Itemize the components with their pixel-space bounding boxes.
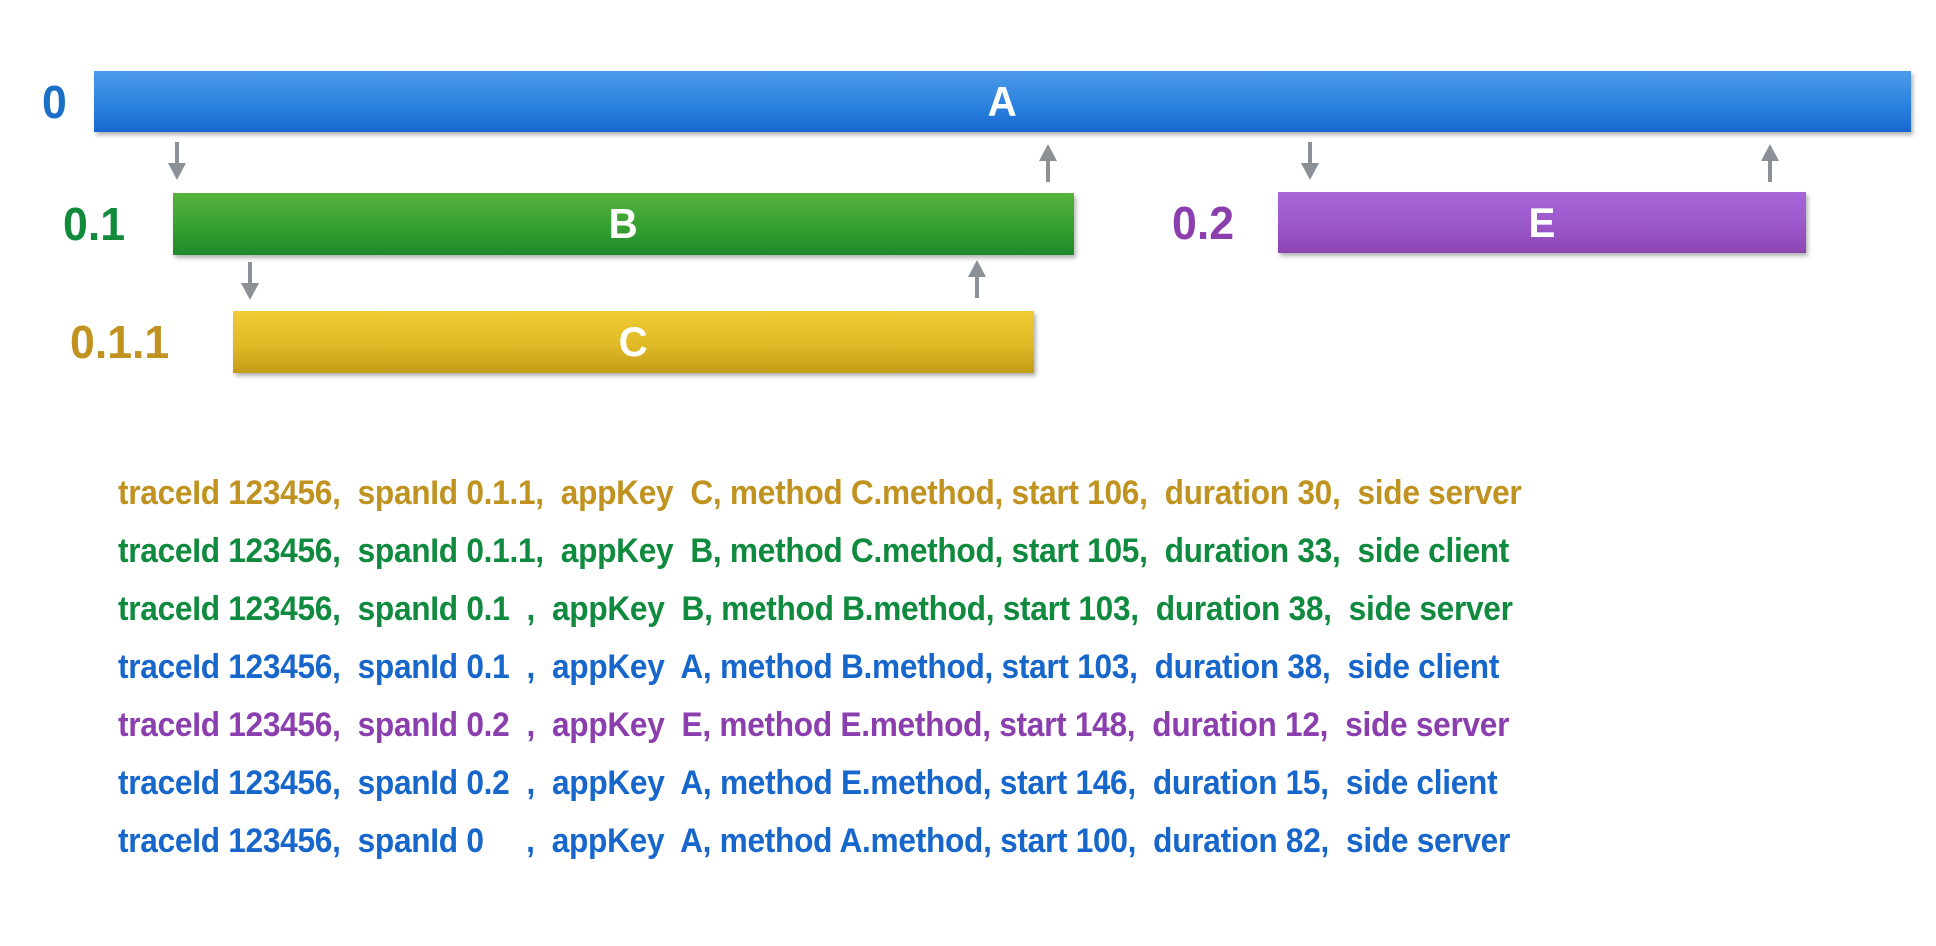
- row-label-0-1: 0.1: [63, 198, 126, 250]
- arrow-up-icon: [1037, 144, 1059, 182]
- field-trace-id: traceId 123456,: [118, 705, 358, 744]
- field-side: side server: [1357, 473, 1522, 512]
- trace-record-text: traceId 123456, spanId 0.2 , appKey A, m…: [118, 763, 1498, 803]
- field-method: method C.method,: [729, 473, 1012, 512]
- field-app-key: appKey C,: [560, 473, 730, 512]
- field-side: side client: [1345, 763, 1498, 802]
- field-span-id: spanId 0.1.1,: [357, 531, 561, 570]
- row-label-0: 0: [42, 75, 67, 128]
- field-side: side server: [1348, 589, 1513, 628]
- field-method: method C.method,: [729, 531, 1012, 570]
- trace-record-text: traceId 123456, spanId 0.1.1, appKey B, …: [118, 532, 1509, 571]
- field-app-key: appKey A,: [551, 763, 720, 802]
- trace-record-text: traceId 123456, spanId 0 , appKey A, met…: [118, 822, 1510, 861]
- field-duration: duration 33,: [1164, 531, 1358, 570]
- field-start: start 106,: [1011, 473, 1165, 512]
- field-span-id: spanId 0.1 ,: [357, 647, 552, 686]
- arrow-down-icon: [1299, 142, 1321, 180]
- field-app-key: appKey B,: [560, 531, 730, 570]
- trace-record-text: traceId 123456, spanId 0.1 , appKey A, m…: [118, 648, 1499, 687]
- arrow-down-icon: [239, 262, 261, 300]
- field-start: start 100,: [1000, 821, 1154, 860]
- field-trace-id: traceId 123456,: [118, 647, 358, 686]
- field-start: start 146,: [999, 763, 1153, 802]
- field-duration: duration 38,: [1155, 589, 1349, 628]
- field-method: method E.method,: [719, 705, 1000, 744]
- span-bar-e: E: [1278, 192, 1806, 253]
- field-duration: duration 82,: [1153, 821, 1347, 860]
- field-app-key: appKey A,: [551, 647, 720, 686]
- field-method: method B.method,: [719, 647, 1002, 686]
- trace-record-text: traceId 123456, spanId 0.1 , appKey B, m…: [118, 590, 1513, 629]
- trace-record: traceId 123456, spanId 0.1 , appKey B, m…: [118, 580, 1521, 638]
- field-span-id: spanId 0.1 ,: [357, 589, 552, 628]
- arrow-up-icon: [1759, 144, 1781, 182]
- field-duration: duration 38,: [1154, 647, 1348, 686]
- trace-record: traceId 123456, spanId 0.1.1, appKey C, …: [118, 464, 1522, 522]
- field-trace-id: traceId 123456,: [118, 531, 358, 570]
- field-side: side server: [1346, 821, 1510, 860]
- field-span-id: spanId 0.2 ,: [357, 705, 552, 744]
- span-bar-a: A: [94, 71, 1911, 132]
- field-duration: duration 15,: [1152, 763, 1346, 802]
- field-method: method A.method,: [719, 821, 1001, 860]
- trace-record: traceId 123456, spanId 0.2 , appKey E, m…: [118, 696, 1521, 754]
- trace-record: traceId 123456, spanId 0.2 , appKey A, m…: [118, 754, 1521, 812]
- field-method: method B.method,: [721, 589, 1003, 628]
- field-start: start 105,: [1011, 531, 1165, 570]
- field-duration: duration 12,: [1152, 705, 1346, 744]
- span-bar-e-letter: E: [1528, 198, 1556, 246]
- field-trace-id: traceId 123456,: [118, 473, 358, 512]
- field-duration: duration 30,: [1164, 473, 1358, 512]
- span-bar-a-letter: A: [987, 77, 1018, 125]
- trace-record-text: traceId 123456, spanId 0.1.1, appKey C, …: [118, 473, 1522, 513]
- span-bar-c: C: [233, 311, 1034, 373]
- row-label-0-2: 0.2: [1172, 196, 1235, 249]
- field-span-id: spanId 0 ,: [357, 821, 552, 860]
- trace-record: traceId 123456, spanId 0 , appKey A, met…: [118, 812, 1521, 870]
- field-start: start 148,: [999, 705, 1153, 744]
- field-side: side server: [1345, 705, 1510, 744]
- field-trace-id: traceId 123456,: [118, 821, 358, 860]
- span-bar-b-letter: B: [608, 200, 639, 247]
- field-trace-id: traceId 123456,: [118, 589, 358, 628]
- field-trace-id: traceId 123456,: [118, 763, 358, 802]
- trace-record-text: traceId 123456, spanId 0.2 , appKey E, m…: [118, 706, 1509, 745]
- field-side: side client: [1347, 647, 1500, 686]
- arrow-down-icon: [166, 142, 188, 180]
- field-method: method E.method,: [719, 763, 1000, 802]
- trace-record: traceId 123456, spanId 0.1 , appKey A, m…: [118, 638, 1521, 696]
- field-side: side client: [1357, 531, 1510, 570]
- field-span-id: spanId 0.1.1,: [357, 473, 561, 512]
- span-bar-c-letter: C: [618, 318, 649, 365]
- field-app-key: appKey E,: [551, 705, 720, 744]
- span-bar-b: B: [173, 193, 1074, 255]
- field-start: start 103,: [1002, 589, 1156, 628]
- field-span-id: spanId 0.2 ,: [357, 763, 552, 802]
- trace-records: traceId 123456, spanId 0.1.1, appKey C, …: [118, 464, 1522, 870]
- field-app-key: appKey B,: [551, 589, 722, 628]
- field-start: start 103,: [1001, 647, 1155, 686]
- row-label-0-1-1: 0.1.1: [70, 316, 170, 368]
- field-app-key: appKey A,: [551, 821, 720, 860]
- trace-record: traceId 123456, spanId 0.1.1, appKey B, …: [118, 522, 1521, 580]
- arrow-up-icon: [966, 260, 988, 298]
